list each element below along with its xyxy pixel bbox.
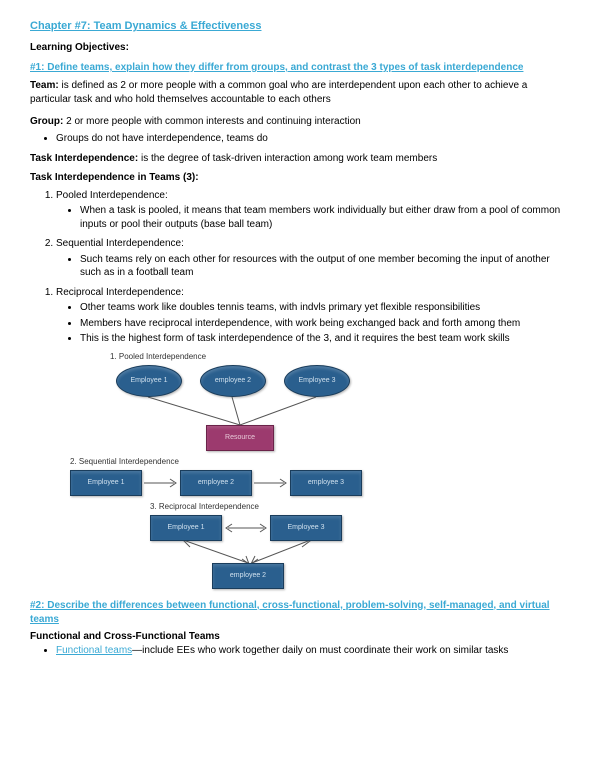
group-bullets: Groups do not have interdependence, team… [30,132,565,146]
ti-types-list: Pooled Interdependence: When a task is p… [30,189,565,346]
group-def-text: 2 or more people with common interests a… [63,116,360,127]
node-employee: employee 2 [200,365,266,397]
arrow-icon [252,471,290,495]
diagram-caption: 3. Reciprocal Interdependence [150,502,410,511]
diagram-row: Employee 1 Employee 3 [150,515,410,541]
arrow-icon [142,471,180,495]
diagram-sequential: 2. Sequential Interdependence Employee 1… [70,457,400,496]
functional-teams-link[interactable]: Functional teams [56,645,132,656]
ti-type-1-label: Pooled Interdependence: [56,190,168,201]
ti-teams-heading: Task Interdependence in Teams (3): [30,172,565,183]
connector-svg [150,541,350,563]
team-definition: Team: is defined as 2 or more people wit… [30,79,565,107]
node-employee: Employee 1 [116,365,182,397]
functional-rest: —include EEs who work together daily on … [132,645,508,656]
list-item: Functional teams—include EEs who work to… [56,644,565,658]
node-employee: Employee 1 [150,515,222,541]
list-item: This is the highest form of task interde… [80,332,565,346]
diagram-row: Resource [110,425,370,451]
list-item: Groups do not have interdependence, team… [56,132,565,146]
sub-list: Such teams rely on each other for resour… [56,253,565,280]
node-employee: employee 2 [212,563,284,589]
ti-def-text: is the degree of task-driven interaction… [138,153,437,164]
diagram-caption: 1. Pooled Interdependence [110,352,410,361]
list-item: Other teams work like doubles tennis tea… [80,301,565,315]
list-item: Pooled Interdependence: When a task is p… [56,189,565,232]
ti-type-2-label: Sequential Interdependence: [56,238,184,249]
diagram-row: Employee 1 employee 2 Employee 3 [116,365,410,397]
node-resource: Resource [206,425,274,451]
list-item: When a task is pooled, it means that tea… [80,204,565,231]
diagram-reciprocal: 3. Reciprocal Interdependence Employee 1… [150,502,410,589]
task-interdependence-definition: Task Interdependence: is the degree of t… [30,152,565,166]
team-def-text: is defined as 2 or more people with a co… [30,80,527,105]
team-label: Team: [30,80,59,91]
functional-bullets: Functional teams—include EEs who work to… [30,644,565,658]
diagram-row: Employee 1 employee 2 employee 3 [70,470,400,496]
node-employee: employee 3 [290,470,362,496]
learning-objectives-heading: Learning Objectives: [30,42,565,53]
node-employee: Employee 3 [284,365,350,397]
diagram-caption: 2. Sequential Interdependence [70,457,400,466]
objective-2-title: #2: Describe the differences between fun… [30,599,565,627]
list-item: Sequential Interdependence: Such teams r… [56,237,565,280]
objective-1-title: #1: Define teams, explain how they diffe… [30,61,565,75]
ti-label: Task Interdependence: [30,153,138,164]
functional-heading: Functional and Cross-Functional Teams [30,631,565,642]
sub-list: When a task is pooled, it means that tea… [56,204,565,231]
chapter-title: Chapter #7: Team Dynamics & Effectivenes… [30,20,565,32]
connector-svg [110,397,370,425]
node-employee: Employee 3 [270,515,342,541]
list-item: Reciprocal Interdependence: Other teams … [56,286,565,346]
diagram-pooled: 1. Pooled Interdependence Employee 1 emp… [110,352,410,451]
list-item: Members have reciprocal interdependence,… [80,317,565,331]
double-arrow-icon [222,516,270,540]
ti-type-3-label: Reciprocal Interdependence: [56,287,184,298]
sub-list: Other teams work like doubles tennis tea… [56,301,565,346]
list-item: Such teams rely on each other for resour… [80,253,565,280]
node-employee: Employee 1 [70,470,142,496]
group-definition: Group: 2 or more people with common inte… [30,115,565,129]
node-employee: employee 2 [180,470,252,496]
diagram-row: employee 2 [150,563,346,589]
group-label: Group: [30,116,63,127]
